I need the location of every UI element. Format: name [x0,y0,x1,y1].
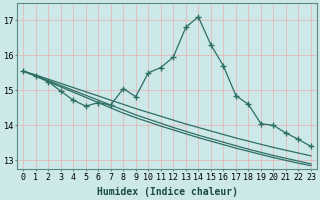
X-axis label: Humidex (Indice chaleur): Humidex (Indice chaleur) [97,187,237,197]
